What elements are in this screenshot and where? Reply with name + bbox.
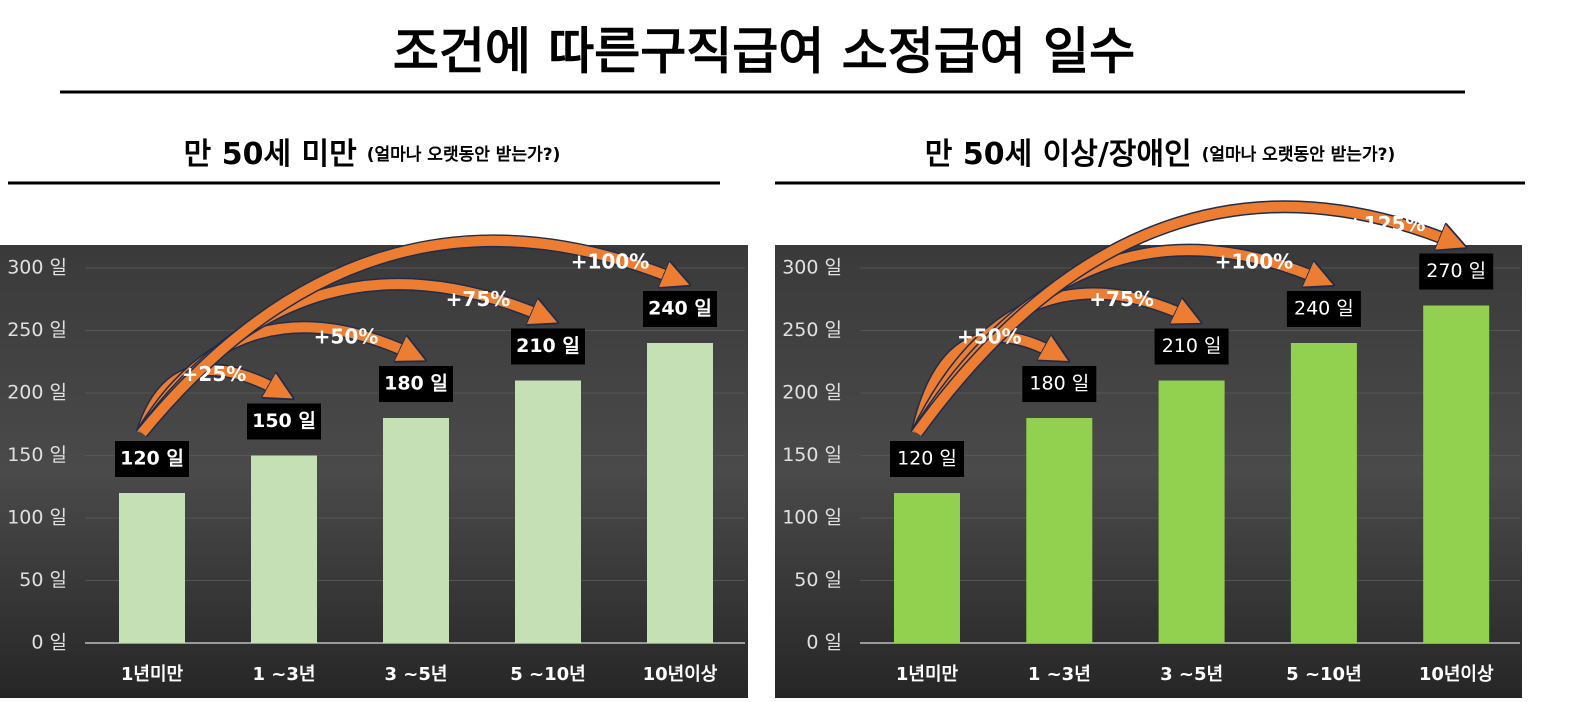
value-label: 240 일	[648, 298, 712, 320]
main-title: 조건에 따른구직급여 소정급여 일수	[393, 23, 1135, 81]
growth-arrow	[912, 201, 1456, 436]
growth-label: +100%	[571, 250, 650, 274]
y-tick-label: 50 일	[794, 569, 842, 591]
plot-panel	[775, 245, 1522, 698]
bar	[647, 343, 713, 643]
value-label-box	[247, 403, 321, 440]
growth-label: +50%	[314, 325, 379, 349]
y-tick-label: 300 일	[7, 257, 67, 279]
y-tick-label: 250 일	[7, 319, 67, 341]
x-tick-label: 5 ~10년	[1286, 664, 1361, 685]
bar	[1026, 418, 1093, 643]
y-tick-label: 300 일	[782, 257, 842, 279]
value-label-box	[1286, 291, 1361, 327]
y-tick-label: 250 일	[782, 319, 842, 341]
x-tick-label: 10년이상	[643, 664, 718, 685]
value-label: 150 일	[252, 410, 316, 432]
chart-title: 만 50세 미만 (얼마나 오랫동안 받는가?)	[184, 137, 561, 172]
value-label-box	[890, 441, 964, 477]
x-tick-label: 1 ~3년	[1028, 664, 1091, 685]
x-tick-label: 1 ~3년	[253, 664, 316, 685]
bar	[251, 455, 317, 643]
x-tick-label: 10년이상	[1419, 664, 1494, 685]
x-tick-label: 3 ~5년	[1160, 664, 1223, 685]
y-tick-label: 100 일	[7, 507, 67, 529]
y-tick-label: 150 일	[7, 444, 67, 466]
bar	[894, 493, 960, 643]
growth-arrow	[912, 331, 1059, 435]
value-label: 180 일	[384, 373, 448, 395]
value-label-box	[1154, 328, 1229, 365]
y-tick-label: 200 일	[7, 382, 67, 404]
y-tick-label: 0 일	[31, 632, 67, 654]
y-tick-label: 100 일	[782, 507, 842, 529]
growth-label: +125%	[1347, 212, 1426, 236]
chart-subtitle: (얼마나 오랫동안 받는가?)	[1202, 145, 1396, 165]
y-tick-label: 0 일	[806, 632, 842, 654]
growth-label: +100%	[1215, 250, 1294, 274]
value-label-box	[379, 366, 453, 402]
bar	[1423, 305, 1490, 643]
y-tick-label: 50 일	[19, 569, 67, 591]
value-label: 270 일	[1426, 260, 1486, 282]
bar	[1290, 343, 1357, 643]
bar	[383, 418, 449, 643]
chart-title: 만 50세 이상/장애인 (얼마나 오랫동안 받는가?)	[925, 137, 1395, 172]
value-label: 120 일	[120, 448, 184, 470]
x-tick-label: 3 ~5년	[385, 664, 448, 685]
x-tick-label: 1년미만	[896, 664, 959, 685]
chart-title-main: 만 50세 미만	[184, 137, 357, 172]
chart-title-main: 만 50세 이상/장애인	[925, 137, 1192, 172]
value-label: 240 일	[1294, 298, 1354, 320]
growth-label: +75%	[1089, 287, 1154, 311]
y-tick-label: 150 일	[782, 444, 842, 466]
value-label: 180 일	[1029, 373, 1089, 395]
value-label-box	[1419, 253, 1494, 290]
x-tick-label: 5 ~10년	[510, 664, 585, 685]
value-label: 120 일	[897, 448, 957, 470]
y-tick-label: 200 일	[782, 382, 842, 404]
value-label-box	[1022, 366, 1097, 402]
value-label-box	[643, 291, 717, 327]
value-label-box	[115, 441, 189, 477]
bar	[515, 380, 581, 643]
growth-label: +50%	[957, 325, 1022, 349]
value-label-box	[511, 328, 585, 365]
bar	[1158, 380, 1225, 643]
plot-panel	[0, 245, 748, 698]
value-label: 210 일	[516, 335, 580, 357]
chart-subtitle: (얼마나 오랫동안 받는가?)	[367, 145, 561, 165]
growth-label: +75%	[446, 287, 511, 311]
growth-arrow	[138, 235, 680, 437]
bar	[119, 493, 185, 643]
x-tick-label: 1년미만	[121, 664, 184, 685]
growth-label: +25%	[182, 362, 247, 386]
value-label: 210 일	[1162, 335, 1222, 357]
